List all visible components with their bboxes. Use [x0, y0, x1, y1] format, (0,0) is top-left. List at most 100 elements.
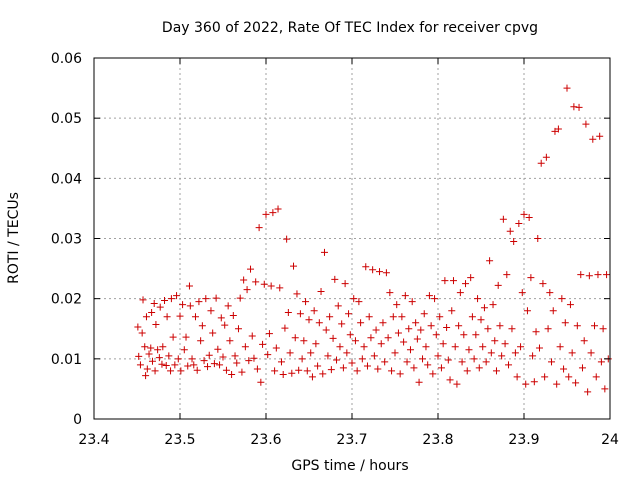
data-point	[532, 328, 540, 336]
data-point	[228, 370, 236, 378]
y-axis-label: ROTI / TECUs	[6, 192, 22, 284]
data-point	[432, 331, 440, 339]
data-point	[520, 210, 528, 218]
plot-frame	[93, 57, 611, 420]
data-point	[322, 326, 330, 334]
data-point	[167, 295, 175, 303]
data-point	[439, 340, 447, 348]
data-point	[370, 352, 378, 360]
data-point	[553, 380, 561, 388]
data-point	[185, 282, 193, 290]
data-point	[446, 376, 454, 384]
data-point	[506, 227, 514, 235]
data-point	[193, 366, 201, 374]
data-point	[365, 313, 373, 321]
data-point	[496, 322, 504, 330]
data-point	[417, 326, 425, 334]
data-point	[327, 366, 335, 374]
data-point	[425, 292, 433, 300]
data-point	[204, 363, 212, 371]
data-point	[449, 277, 457, 285]
data-point	[281, 324, 289, 332]
data-point	[238, 368, 246, 376]
data-point	[247, 265, 255, 273]
data-point	[591, 322, 599, 330]
data-point	[415, 378, 423, 386]
data-point	[578, 364, 586, 372]
data-point	[245, 357, 253, 365]
data-point	[305, 316, 313, 324]
data-point	[431, 295, 439, 303]
data-point	[173, 292, 181, 300]
data-point	[214, 345, 222, 353]
data-point	[394, 329, 402, 337]
data-point	[284, 309, 292, 317]
data-point	[429, 370, 437, 378]
data-point	[271, 367, 279, 375]
data-point	[141, 343, 149, 351]
data-point	[139, 296, 147, 304]
data-point	[341, 280, 349, 288]
data-point	[523, 307, 531, 315]
data-point	[195, 298, 203, 306]
data-point	[492, 367, 500, 375]
data-point	[279, 370, 287, 378]
data-point	[419, 355, 427, 363]
data-point	[234, 325, 242, 333]
data-point	[224, 302, 232, 310]
data-point	[561, 319, 569, 327]
data-point	[384, 334, 392, 342]
data-point	[393, 301, 401, 309]
data-point	[267, 282, 275, 290]
data-point	[320, 248, 328, 256]
x-tick-label: 23.6	[250, 432, 281, 448]
data-point	[517, 343, 525, 351]
data-point	[182, 333, 190, 341]
data-point	[197, 337, 205, 345]
data-point	[167, 367, 175, 375]
data-point	[505, 361, 513, 369]
data-point	[468, 313, 476, 321]
data-point	[351, 337, 359, 345]
data-point	[529, 352, 537, 360]
data-point	[372, 326, 380, 334]
data-point	[231, 352, 239, 360]
data-point	[158, 360, 166, 368]
data-point	[542, 153, 550, 161]
data-point	[174, 355, 182, 363]
data-point	[406, 346, 414, 354]
data-point	[255, 224, 263, 232]
data-point	[286, 349, 294, 357]
data-point	[186, 302, 194, 310]
data-point	[456, 289, 464, 297]
data-point	[298, 355, 306, 363]
data-point	[163, 313, 171, 321]
data-point	[548, 358, 556, 366]
data-point	[405, 325, 413, 333]
data-point	[198, 322, 206, 330]
data-point	[338, 320, 346, 328]
data-point	[525, 213, 533, 221]
data-point	[554, 125, 562, 133]
data-point	[477, 316, 485, 324]
data-point	[544, 325, 552, 333]
data-point	[151, 367, 159, 375]
data-point	[427, 322, 435, 330]
data-point	[259, 340, 267, 348]
data-point	[422, 343, 430, 351]
data-point	[300, 337, 308, 345]
data-point	[145, 350, 153, 358]
data-point	[319, 370, 327, 378]
data-point	[587, 349, 595, 357]
data-point	[508, 325, 516, 333]
data-point	[498, 352, 506, 360]
data-point	[207, 307, 215, 315]
data-point	[260, 280, 268, 288]
data-point	[408, 298, 416, 306]
data-point	[222, 366, 230, 374]
data-point	[276, 284, 284, 292]
data-point	[499, 215, 507, 223]
data-point	[148, 309, 156, 317]
data-point	[210, 360, 218, 368]
data-point	[345, 310, 353, 318]
